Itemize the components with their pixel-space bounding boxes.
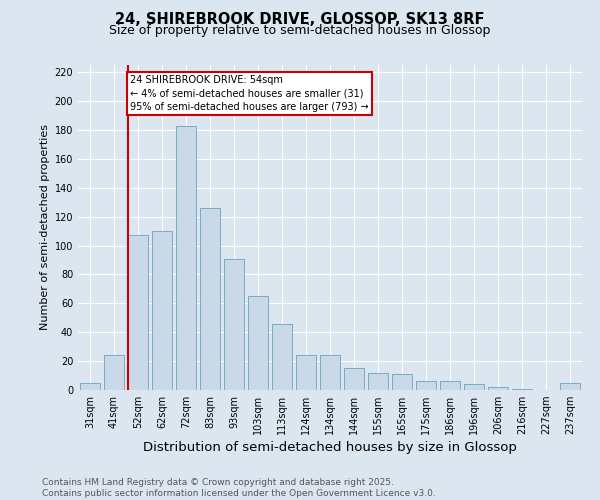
Bar — [464, 384, 484, 390]
Bar — [344, 368, 364, 390]
Text: Contains HM Land Registry data © Crown copyright and database right 2025.
Contai: Contains HM Land Registry data © Crown c… — [42, 478, 436, 498]
Bar — [248, 296, 268, 390]
X-axis label: Distribution of semi-detached houses by size in Glossop: Distribution of semi-detached houses by … — [143, 442, 517, 454]
Y-axis label: Number of semi-detached properties: Number of semi-detached properties — [40, 124, 50, 330]
Bar — [392, 374, 412, 390]
Bar — [416, 382, 436, 390]
Bar — [488, 387, 508, 390]
Bar — [224, 258, 244, 390]
Bar — [128, 236, 148, 390]
Bar — [560, 383, 580, 390]
Bar — [104, 356, 124, 390]
Bar — [320, 356, 340, 390]
Bar — [80, 383, 100, 390]
Text: Size of property relative to semi-detached houses in Glossop: Size of property relative to semi-detach… — [109, 24, 491, 37]
Bar — [512, 388, 532, 390]
Bar — [272, 324, 292, 390]
Text: 24 SHIREBROOK DRIVE: 54sqm
← 4% of semi-detached houses are smaller (31)
95% of : 24 SHIREBROOK DRIVE: 54sqm ← 4% of semi-… — [130, 75, 369, 112]
Bar — [368, 372, 388, 390]
Bar — [176, 126, 196, 390]
Bar — [440, 382, 460, 390]
Text: 24, SHIREBROOK DRIVE, GLOSSOP, SK13 8RF: 24, SHIREBROOK DRIVE, GLOSSOP, SK13 8RF — [115, 12, 485, 28]
Bar — [200, 208, 220, 390]
Bar — [296, 356, 316, 390]
Bar — [152, 231, 172, 390]
